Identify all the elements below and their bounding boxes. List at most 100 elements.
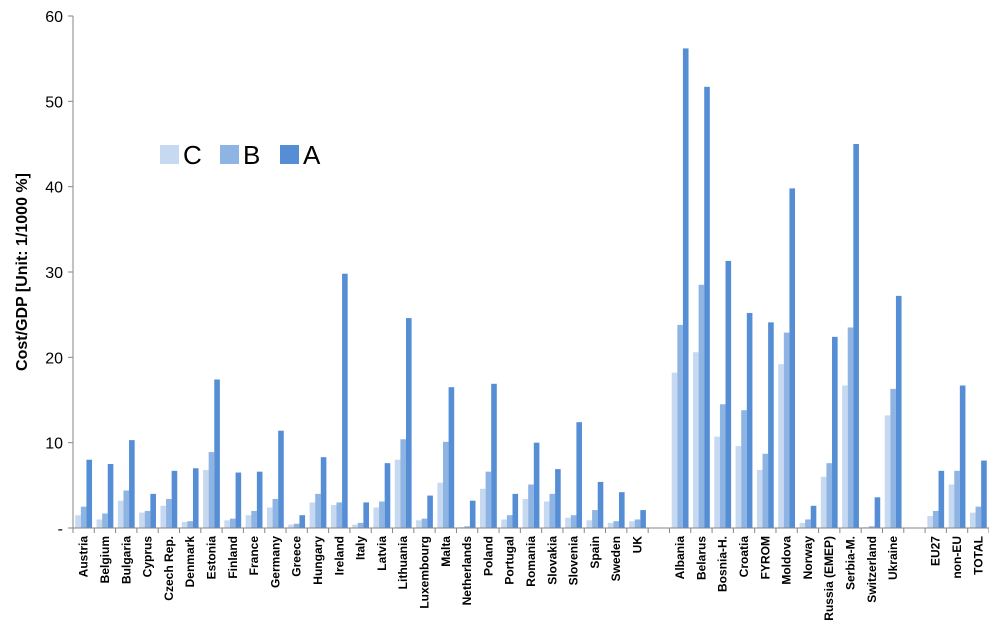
bar-a (470, 501, 476, 528)
bar-c (544, 502, 550, 528)
x-tick-label: Ukraine (886, 536, 900, 580)
bar-a (150, 494, 156, 528)
bar-a (704, 87, 710, 528)
bar-a (406, 318, 412, 528)
x-tick-label: France (247, 536, 261, 576)
bar-a (789, 188, 795, 528)
x-tick-label: Luxembourg (417, 536, 431, 609)
x-tick-label: Sweden (609, 536, 623, 581)
x-tick-label: EU27 (929, 536, 943, 566)
bar-b (784, 333, 790, 528)
x-tick-label: Greece (290, 536, 304, 577)
bar-b (613, 521, 619, 528)
bar-a (853, 144, 859, 528)
bar-c (523, 499, 529, 528)
bar-b (166, 499, 172, 528)
y-tick-label: 30 (45, 265, 63, 282)
bar-b (358, 523, 364, 528)
x-tick-label: TOTAL (971, 536, 985, 575)
x-tick-label: Romania (524, 536, 538, 587)
bar-c (757, 470, 763, 528)
x-tick-label: FYROM (758, 536, 772, 579)
x-tick-label: Netherlands (460, 536, 474, 606)
bar-c (182, 522, 188, 528)
x-tick-label: Hungary (311, 536, 325, 585)
x-tick-label: Czech Rep. (162, 536, 176, 601)
y-axis-label: Cost/GDP [Unit: 1/1000 %] (14, 173, 31, 371)
bar-b (443, 442, 449, 528)
bar-b (486, 472, 492, 528)
bar-b (422, 519, 428, 528)
x-tick-label: UK (631, 536, 645, 554)
bar-b (720, 404, 726, 528)
y-tick-label: 40 (45, 180, 63, 197)
x-tick-label: Slovakia (545, 536, 559, 585)
bar-a (385, 463, 391, 528)
bar-c (352, 525, 358, 528)
bar-c (714, 437, 720, 528)
x-tick-label: Ireland (332, 536, 346, 575)
legend-swatch-a (280, 145, 299, 164)
bar-c (672, 373, 678, 528)
bar-b (890, 389, 896, 528)
x-tick-label: Slovenia (567, 536, 581, 586)
x-axis: Austria Belgium Bulgaria Cyprus Czech Rep. De… (73, 528, 989, 621)
bar-a (768, 322, 774, 528)
bar-a (939, 471, 945, 528)
legend-label-b: B (243, 140, 260, 170)
legend-label-a: A (303, 140, 321, 170)
bar-a (278, 431, 284, 528)
y-tick-label: 20 (45, 350, 63, 367)
x-tick-label: Croatia (737, 536, 751, 578)
bar-a (342, 274, 348, 528)
bar-a (640, 510, 646, 528)
bar-c (416, 520, 422, 528)
bar-c (778, 364, 784, 528)
bar-b (230, 519, 236, 528)
y-tick-label: 60 (45, 9, 63, 26)
bar-a (960, 385, 966, 528)
x-tick-label: Bosnia-H. (716, 536, 730, 592)
bar-c (437, 483, 443, 528)
x-tick-label: Poland (481, 536, 495, 576)
bar-c (927, 516, 933, 528)
bar-c (693, 352, 699, 528)
bar-b (635, 519, 641, 528)
bar-c (331, 505, 337, 528)
x-tick-label: Albania (673, 536, 687, 580)
bar-a (726, 261, 732, 528)
bar-b (699, 285, 705, 528)
bar-b (187, 521, 193, 528)
x-tick-label: Belgium (98, 536, 112, 583)
bar-b (805, 519, 811, 528)
bar-a (108, 464, 114, 528)
bar-a (257, 472, 263, 528)
bar-a (236, 473, 242, 528)
bars (75, 48, 987, 528)
x-tick-label: Norway (801, 536, 815, 580)
bar-c (288, 525, 294, 528)
bar-c (480, 489, 486, 528)
legend-label-c: C (183, 140, 202, 170)
bar-c (821, 477, 827, 528)
bar-c (395, 460, 401, 528)
bar-a (513, 494, 519, 528)
x-tick-label: non-EU (950, 536, 964, 579)
x-tick-label: Austria (77, 536, 91, 578)
bar-b (123, 490, 129, 528)
bar-b (294, 524, 300, 528)
x-tick-label: Latvia (375, 536, 389, 571)
bar-c (75, 515, 81, 528)
x-tick-label: Portugal (503, 536, 517, 585)
x-tick-label: Belarus (694, 536, 708, 580)
bar-b (826, 463, 832, 528)
x-tick-label: Serbia-M. (844, 536, 858, 590)
bar-b (741, 410, 747, 528)
bar-a (214, 380, 220, 528)
bar-b (848, 327, 854, 528)
bar-c (160, 506, 166, 528)
bar-b (336, 502, 342, 528)
bar-a (363, 502, 369, 528)
x-tick-label: Finland (226, 536, 240, 579)
